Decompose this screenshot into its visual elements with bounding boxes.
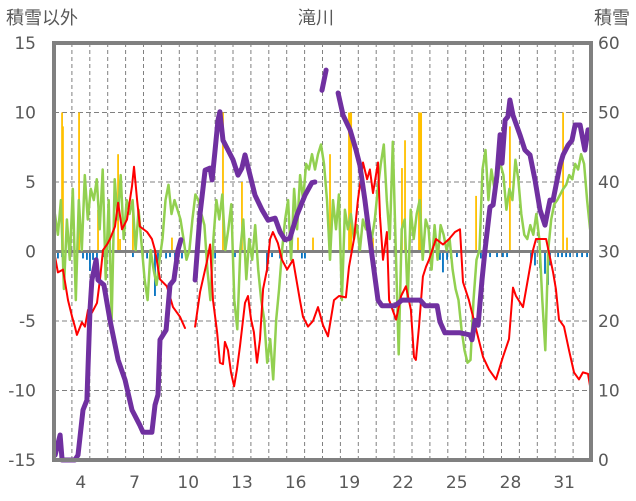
plot-border (52, 41, 593, 462)
negative_bars-bar (89, 251, 91, 271)
y-left-tick-label: 10 (14, 104, 36, 124)
y-left-tick-label: 0 (25, 243, 36, 263)
precip_bars-bar (349, 112, 351, 252)
plot-frame (52, 41, 593, 462)
x-tick-label: 16 (285, 473, 307, 493)
y-right-tick-label: 60 (598, 34, 620, 54)
negative_bars-bar (565, 251, 568, 258)
negative_bars-bar (456, 251, 458, 258)
y-right-tick-label: 0 (598, 451, 609, 471)
y-left-tick-label: 5 (25, 173, 36, 193)
negative_bars-bar (271, 251, 273, 258)
y-right-tick-label: 50 (598, 104, 620, 124)
left-axis-title: 積雪以外 (6, 8, 78, 29)
precip_bars-bar (348, 112, 350, 252)
negative_bars-bar (442, 251, 444, 273)
right-axis-title: 積雪 (594, 8, 630, 29)
negative_bars-bar (82, 251, 84, 259)
precip_bars-bar (562, 112, 564, 252)
precip_bars-bar (404, 140, 406, 252)
negative_bars-bar (86, 251, 88, 260)
x-tick-label: 7 (129, 473, 140, 493)
negative_bars-bar (502, 251, 504, 258)
negative_bars-bar (234, 251, 236, 258)
negative_bars-bar (165, 251, 167, 259)
negative_bars-bar (146, 251, 148, 259)
negative_bars-bar (581, 251, 583, 258)
negative_bars-bar (489, 251, 491, 258)
negative_bars-bar (301, 251, 303, 259)
bar-series (54, 112, 591, 296)
negative_bars-bar (57, 251, 59, 259)
precip_bars-bar (297, 237, 299, 252)
negative_bars-bar (506, 251, 508, 258)
negative_bars-bar (544, 251, 546, 274)
x-tick-label: 22 (392, 473, 414, 493)
x-tick-label: 4 (75, 473, 86, 493)
negative_bars-bar (446, 251, 448, 260)
negative_bars-bar (557, 251, 559, 258)
precip_bars-bar (171, 237, 173, 252)
negative_bars-bar (96, 251, 98, 259)
negative_bars-bar (534, 251, 536, 266)
precip_bars-bar (132, 209, 134, 252)
y-left-tick-label: -5 (19, 312, 36, 332)
negative_bars-bar (496, 251, 498, 258)
precip_bars-bar (241, 182, 243, 252)
precip_bars-bar (97, 209, 99, 252)
y-right-tick-label: 10 (598, 382, 620, 402)
precip_bars-bar (418, 112, 420, 252)
precip_bars-bar (222, 112, 224, 252)
negative_bars-bar (304, 251, 306, 259)
snow_depth-line (52, 67, 593, 463)
x-tick-label: 25 (446, 473, 468, 493)
precip_bars-bar (312, 237, 314, 252)
precip_bars-bar (420, 112, 423, 252)
negative_bars-bar (92, 251, 94, 260)
y-right-tick-label: 40 (598, 173, 620, 193)
negative_bars-bar (569, 251, 571, 258)
x-tick-label: 19 (339, 473, 361, 493)
negative_bars-bar (181, 251, 183, 259)
y-left-tick-label: -10 (8, 382, 36, 402)
precip_bars-bar (475, 195, 477, 252)
precip_bars-bar (566, 237, 568, 252)
green_series-line (53, 140, 592, 381)
precip_bars-bar (419, 112, 421, 252)
x-tick-label: 10 (177, 473, 199, 493)
x-tick-label: 13 (231, 473, 253, 493)
precip_bars-bar (62, 126, 64, 252)
negative_bars-bar (480, 251, 482, 259)
precip_bars-bar (401, 168, 403, 252)
precip_bars-bar (350, 112, 353, 252)
negative_bars-bar (586, 251, 588, 258)
y-right-tick-label: 20 (598, 312, 620, 332)
x-tick-label: 28 (500, 473, 522, 493)
y-left-tick-label: 15 (14, 34, 36, 54)
negative_bars-bar (169, 251, 171, 258)
negative_bars-bar (214, 251, 216, 259)
chart-title: 滝川 (298, 8, 334, 29)
x-tick-label: 31 (553, 473, 575, 493)
negative_bars-bar (132, 251, 134, 258)
negative_bars-bar (561, 251, 563, 258)
precip_bars-bar (329, 154, 331, 252)
temperature-line (54, 161, 592, 393)
line-series (52, 67, 593, 463)
precip_bars-bar (78, 112, 80, 252)
precip_bars-bar (119, 238, 121, 252)
negative_bars-bar (439, 251, 441, 260)
y-right-tick-label: 30 (598, 243, 620, 263)
negative_bars-bar (576, 251, 578, 258)
y-left-tick-label: -15 (8, 451, 36, 471)
